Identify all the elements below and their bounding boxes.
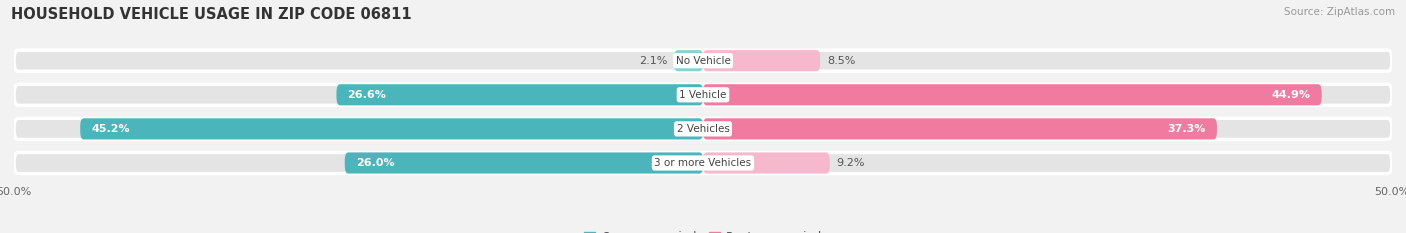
FancyBboxPatch shape <box>703 50 820 71</box>
Text: 9.2%: 9.2% <box>837 158 865 168</box>
Legend: Owner-occupied, Renter-occupied: Owner-occupied, Renter-occupied <box>579 226 827 233</box>
Text: HOUSEHOLD VEHICLE USAGE IN ZIP CODE 06811: HOUSEHOLD VEHICLE USAGE IN ZIP CODE 0681… <box>11 7 412 22</box>
Text: 26.0%: 26.0% <box>356 158 395 168</box>
FancyBboxPatch shape <box>14 152 1392 174</box>
Text: 2 Vehicles: 2 Vehicles <box>676 124 730 134</box>
Text: 37.3%: 37.3% <box>1167 124 1206 134</box>
FancyBboxPatch shape <box>703 84 1322 105</box>
FancyBboxPatch shape <box>344 152 703 174</box>
FancyBboxPatch shape <box>703 152 830 174</box>
Text: 44.9%: 44.9% <box>1271 90 1310 100</box>
Text: 8.5%: 8.5% <box>827 56 855 66</box>
FancyBboxPatch shape <box>673 50 703 71</box>
FancyBboxPatch shape <box>703 118 1218 140</box>
FancyBboxPatch shape <box>14 118 1392 140</box>
Text: 1 Vehicle: 1 Vehicle <box>679 90 727 100</box>
FancyBboxPatch shape <box>80 118 703 140</box>
Text: 45.2%: 45.2% <box>91 124 129 134</box>
FancyBboxPatch shape <box>14 84 1392 105</box>
Text: 3 or more Vehicles: 3 or more Vehicles <box>654 158 752 168</box>
Text: Source: ZipAtlas.com: Source: ZipAtlas.com <box>1284 7 1395 17</box>
Text: 26.6%: 26.6% <box>347 90 387 100</box>
FancyBboxPatch shape <box>14 50 1392 71</box>
FancyBboxPatch shape <box>336 84 703 105</box>
Text: No Vehicle: No Vehicle <box>675 56 731 66</box>
Text: 2.1%: 2.1% <box>638 56 668 66</box>
